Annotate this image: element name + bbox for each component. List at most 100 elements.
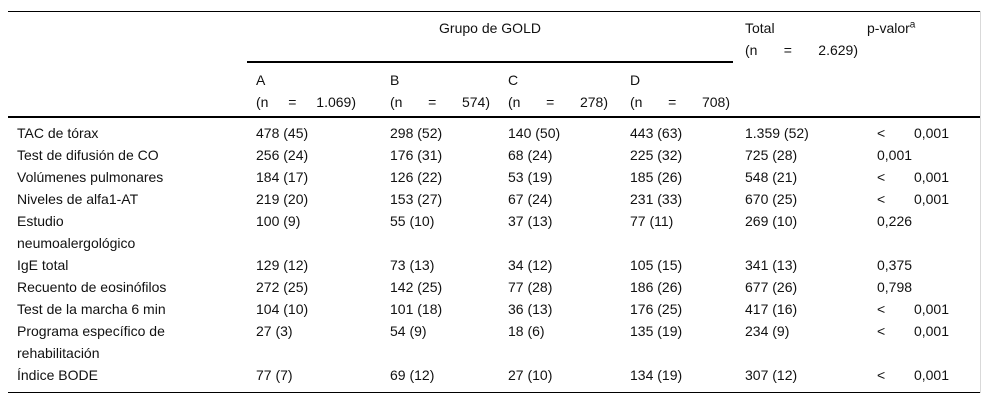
- row-label: IgE total: [17, 257, 69, 273]
- cell-group-c: 67 (24): [508, 191, 553, 207]
- cell-group-d: 225 (32): [630, 147, 683, 163]
- group-a-label: A: [256, 72, 266, 88]
- cell-total: 341 (13): [745, 257, 798, 273]
- cell-total: 417 (16): [745, 301, 798, 317]
- cell-group-a: 256 (24): [256, 147, 309, 163]
- cell-group-c: 77 (28): [508, 279, 553, 295]
- cell-group-b: 55 (10): [390, 213, 435, 229]
- row-label: Test de difusión de CO: [17, 147, 159, 163]
- cell-group-b: 69 (12): [390, 367, 435, 383]
- cell-group-d: 176 (25): [630, 301, 683, 317]
- table-row: IgE total 129 (12) 73 (13) 34 (12) 105 (15) 3…: [8, 254, 981, 276]
- row-label: Test de la marcha 6 min: [17, 301, 166, 317]
- pvalue-footnote-marker: a: [909, 19, 916, 31]
- cell-group-b: 142 (25): [390, 279, 443, 295]
- cell-pvalue: < 0,001: [877, 117, 981, 144]
- group-d-label: D: [630, 72, 641, 88]
- table-header: Grupo de GOLD Total (n = 2.629) p-valora…: [8, 11, 981, 118]
- row-label: Índice BODE: [17, 367, 98, 383]
- group-b-header: B (n = 574): [390, 63, 508, 118]
- scan-edge-line: [980, 11, 981, 393]
- cell-group-c: 37 (13): [508, 213, 553, 229]
- cell-group-b: 153 (27): [390, 191, 443, 207]
- cell-pvalue: < 0,001: [877, 166, 981, 188]
- cell-group-c: 27 (10): [508, 367, 553, 383]
- cell-total: 269 (10): [745, 213, 798, 229]
- pvalue-text: < 0,001: [877, 301, 949, 317]
- cell-group-c: 34 (12): [508, 257, 553, 273]
- cell-total: 725 (28): [745, 147, 798, 163]
- cell-group-d: 231 (33): [630, 191, 683, 207]
- cell-group-d: 185 (26): [630, 169, 683, 185]
- row-label: TAC de tórax: [17, 125, 99, 141]
- cell-group-a: 478 (45): [256, 125, 309, 141]
- cell-pvalue: < 0,001: [877, 320, 981, 364]
- cell-pvalue: < 0,001: [877, 298, 981, 320]
- group-d-n-value: (n = 708): [630, 94, 730, 110]
- cell-total: 307 (12): [745, 367, 798, 383]
- cell-group-a: 104 (10): [256, 301, 309, 317]
- pvalue-text: 0,375: [877, 257, 913, 273]
- pvalue-text: 0,226: [877, 213, 913, 229]
- cell-group-c: 36 (13): [508, 301, 553, 317]
- group-d-header: D (n = 708): [630, 63, 745, 118]
- cell-pvalue: < 0,001: [877, 364, 981, 393]
- cell-pvalue: 0,226: [877, 210, 981, 254]
- cell-group-d: 134 (19): [630, 367, 683, 383]
- row-label: Estudio neumoalergológico: [17, 213, 136, 251]
- total-column-header: Total (n = 2.629): [745, 11, 877, 118]
- cell-pvalue: 0,001: [877, 144, 981, 166]
- cell-group-c: 140 (50): [508, 125, 561, 141]
- table-row: Niveles de alfa1-AT 219 (20) 153 (27) 67 (2…: [8, 188, 981, 210]
- cell-group-b: 54 (9): [390, 323, 427, 339]
- pvalue-text: 0,001: [877, 147, 913, 163]
- pvalue-text: < 0,001: [877, 367, 949, 383]
- row-label: Volúmenes pulmonares: [17, 169, 164, 185]
- cell-total: 234 (9): [745, 323, 790, 339]
- cell-group-c: 68 (24): [508, 147, 553, 163]
- total-n-value: (n = 2.629): [745, 42, 858, 58]
- pvalue-label: p-valor: [867, 20, 910, 36]
- group-b-label: B: [390, 72, 400, 88]
- group-c-label: C: [508, 72, 519, 88]
- cell-group-d: 105 (15): [630, 257, 683, 273]
- cell-group-c: 53 (19): [508, 169, 553, 185]
- pvalue-column-header: p-valora: [867, 11, 981, 118]
- total-label: Total: [745, 20, 775, 36]
- cell-group-b: 298 (52): [390, 125, 443, 141]
- table-row: Índice BODE 77 (7) 69 (12) 27 (10) 134 (19) 3…: [8, 364, 981, 393]
- cell-group-c: 18 (6): [508, 323, 545, 339]
- pvalue-text: < 0,001: [877, 169, 949, 185]
- pvalue-text: 0,798: [877, 279, 913, 295]
- cell-group-d: 186 (26): [630, 279, 683, 295]
- cell-group-d: 443 (63): [630, 125, 683, 141]
- gold-group-spanner-label: Grupo de GOLD: [439, 20, 541, 36]
- cell-total: 1.359 (52): [745, 125, 809, 141]
- table-row: Recuento de eosinófilos 272 (25) 142 (25) 7…: [8, 276, 981, 298]
- cell-group-a: 77 (7): [256, 367, 293, 383]
- header-groups-row: A (n = 1.069) B (n = 574) C (n = 278) D …: [8, 63, 981, 118]
- table-row: Programa específico de rehabilitación 27 …: [8, 320, 981, 364]
- cell-pvalue: 0,375: [877, 254, 981, 276]
- table-row: Volúmenes pulmonares 184 (17) 126 (22) 53 (…: [8, 166, 981, 188]
- row-label: Programa específico de rehabilitación: [17, 323, 165, 361]
- pvalue-text: < 0,001: [877, 191, 949, 207]
- table-row: TAC de tórax 478 (45) 298 (52) 140 (50) 443 …: [8, 117, 981, 144]
- pvalue-text: < 0,001: [877, 125, 949, 141]
- cell-group-a: 219 (20): [256, 191, 309, 207]
- table-row: Estudio neumoalergológico 100 (9) 55 (10) 3…: [8, 210, 981, 254]
- gold-group-spanner-rule: Grupo de GOLD: [247, 12, 733, 63]
- table-row: Test de la marcha 6 min 104 (10) 101 (18) 3…: [8, 298, 981, 320]
- cell-group-a: 129 (12): [256, 257, 309, 273]
- cell-total: 670 (25): [745, 191, 798, 207]
- header-spanner-row: Grupo de GOLD Total (n = 2.629) p-valora: [8, 11, 981, 118]
- group-b-n-value: (n = 574): [390, 94, 490, 110]
- gold-group-spanner-cell: Grupo de GOLD: [247, 12, 745, 63]
- group-a-header: A (n = 1.069): [256, 63, 390, 118]
- pvalue-text: < 0,001: [877, 323, 949, 339]
- cell-group-a: 27 (3): [256, 323, 293, 339]
- table-row: Test de difusión de CO 256 (24) 176 (31) 68…: [8, 144, 981, 166]
- gold-group-table: Grupo de GOLD Total (n = 2.629) p-valora…: [8, 11, 981, 393]
- cell-group-b: 101 (18): [390, 301, 443, 317]
